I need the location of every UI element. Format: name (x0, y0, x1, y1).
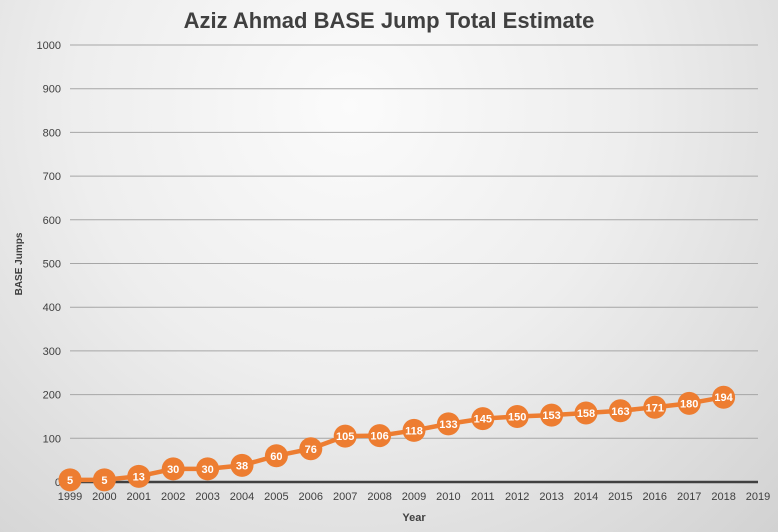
data-label: 76 (305, 444, 317, 456)
data-point-marker (471, 407, 495, 431)
x-axis-title: Year (402, 512, 426, 524)
data-point-marker (264, 444, 288, 468)
x-tick-label: 1999 (58, 491, 82, 503)
y-tick-label: 700 (43, 171, 61, 183)
y-tick-label: 300 (43, 346, 61, 358)
data-label: 30 (167, 464, 179, 476)
data-point-marker (161, 457, 185, 481)
data-label: 150 (508, 411, 526, 423)
data-label: 171 (646, 402, 664, 414)
x-tick-label: 2011 (471, 491, 495, 503)
chart-title: Aziz Ahmad BASE Jump Total Estimate (183, 8, 595, 33)
data-point-marker (230, 453, 254, 477)
data-label: 118 (405, 425, 423, 437)
y-tick-label: 100 (43, 433, 61, 445)
data-label: 145 (474, 414, 492, 426)
x-tick-label: 2017 (677, 491, 701, 503)
data-point-marker (333, 424, 357, 448)
data-label: 158 (577, 408, 595, 420)
data-point-marker (505, 404, 529, 428)
y-tick-label: 600 (43, 215, 61, 227)
x-tick-label: 2018 (711, 491, 735, 503)
x-tick-label: 2003 (195, 491, 219, 503)
y-tick-label: 900 (43, 84, 61, 96)
data-point-marker (643, 395, 667, 419)
data-point-marker (402, 418, 426, 442)
x-tick-label: 2014 (574, 491, 598, 503)
y-tick-label: 400 (43, 302, 61, 314)
x-tick-label: 2005 (264, 491, 288, 503)
x-tick-label: 2001 (127, 491, 151, 503)
data-label: 106 (370, 431, 388, 443)
data-label: 133 (439, 419, 457, 431)
x-tick-label: 2015 (608, 491, 632, 503)
data-point-marker (58, 468, 82, 492)
data-point-marker (540, 403, 564, 427)
x-tick-label: 2007 (333, 491, 357, 503)
data-point-marker (608, 399, 632, 423)
y-axis-title: BASE Jumps (14, 232, 25, 295)
y-tick-label: 800 (43, 127, 61, 139)
x-tick-label: 2008 (367, 491, 391, 503)
data-label: 60 (270, 451, 282, 463)
data-point-marker (677, 391, 701, 415)
data-label: 194 (714, 392, 733, 404)
x-tick-label: 2013 (539, 491, 563, 503)
data-point-marker (299, 437, 323, 461)
data-label: 38 (236, 460, 248, 472)
x-tick-label: 2000 (92, 491, 116, 503)
data-label: 13 (133, 471, 145, 483)
y-tick-label: 0 (55, 477, 61, 489)
data-point-marker (368, 424, 392, 448)
x-tick-label: 2004 (230, 491, 254, 503)
data-point-marker (196, 457, 220, 481)
data-label: 105 (336, 431, 354, 443)
data-label: 153 (542, 410, 560, 422)
data-label: 163 (611, 406, 629, 418)
x-tick-label: 2009 (402, 491, 426, 503)
data-label: 180 (680, 398, 698, 410)
data-point-marker (712, 385, 736, 409)
data-label: 5 (101, 475, 107, 487)
y-tick-label: 200 (43, 390, 61, 402)
x-tick-label: 2002 (161, 491, 185, 503)
x-tick-label: 2016 (643, 491, 667, 503)
y-tick-label: 500 (43, 259, 61, 271)
x-tick-label: 2012 (505, 491, 529, 503)
data-point-marker (92, 468, 116, 492)
data-point-marker (574, 401, 598, 425)
data-label: 5 (67, 475, 73, 487)
data-label: 30 (201, 464, 213, 476)
data-point-marker (127, 464, 151, 488)
x-tick-label: 2019 (746, 491, 770, 503)
x-tick-label: 2006 (299, 491, 323, 503)
data-point-marker (436, 412, 460, 436)
x-tick-label: 2010 (436, 491, 460, 503)
y-tick-label: 1000 (37, 40, 61, 52)
